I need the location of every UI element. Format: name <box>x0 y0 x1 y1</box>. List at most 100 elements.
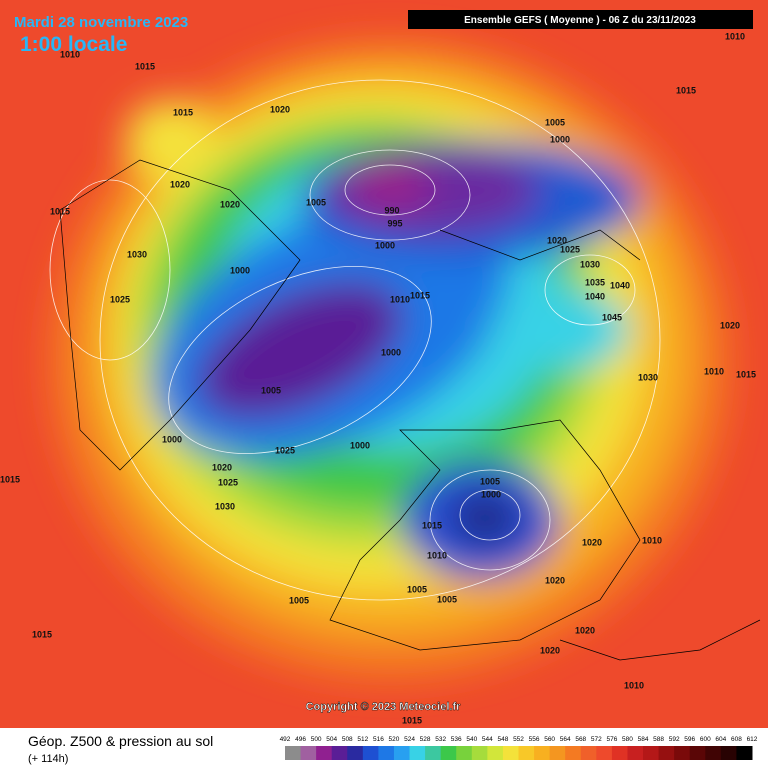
lead-time: (+ 114h) <box>28 753 68 765</box>
isobar-label: 1005 <box>306 197 326 207</box>
isobar-label: 1020 <box>547 235 567 245</box>
colorbar: 492 496 500 504 508 512 516 520 524 528 532 536 540 5… <box>280 736 758 760</box>
scale-swatch <box>705 746 722 760</box>
isobar-label: 1025 <box>275 445 295 455</box>
scale-label: 600 <box>700 736 711 743</box>
scale-swatch <box>393 746 411 760</box>
isobar-label: 1005 <box>545 117 565 127</box>
isobar-label: 1010 <box>60 49 80 59</box>
isobar-label: 1005 <box>407 584 427 594</box>
scale-label: 604 <box>715 736 726 743</box>
scale-swatch <box>736 746 753 760</box>
scale-label: 560 <box>544 736 555 743</box>
isobar-label: 1000 <box>381 347 401 357</box>
scale-label: 584 <box>638 736 649 743</box>
scale-label: 504 <box>326 736 337 743</box>
scale-label: 492 <box>280 736 291 743</box>
scale-swatch <box>378 746 395 760</box>
isobar-label: 1000 <box>230 265 250 275</box>
isobar-label: 1015 <box>0 474 20 484</box>
isobar-label: 1025 <box>560 244 580 254</box>
scale-label: 524 <box>404 736 415 743</box>
geopotential-field <box>50 40 730 680</box>
scale-swatch <box>316 746 333 760</box>
scale-label: 596 <box>684 736 695 743</box>
isobar-label: 1020 <box>220 199 240 209</box>
scale-swatch <box>549 746 566 760</box>
isobar-label: 1015 <box>32 629 52 639</box>
isobar-label: 1010 <box>704 366 724 376</box>
isobar-label: 1020 <box>575 625 595 635</box>
scale-label: 540 <box>466 736 477 743</box>
field-name: Géop. Z500 & pression au sol <box>28 733 213 749</box>
scale-label: 516 <box>373 736 384 743</box>
isobar-label: 1000 <box>162 434 182 444</box>
isobar-label: 1015 <box>402 715 422 725</box>
scale-swatch <box>456 746 473 760</box>
isobar-label: 1020 <box>720 320 740 330</box>
isobar-label: 1015 <box>410 290 430 300</box>
scale-label: 536 <box>451 736 462 743</box>
isobar-label: 1020 <box>545 575 565 585</box>
scale-swatch <box>627 746 644 760</box>
scale-label: 580 <box>622 736 633 743</box>
isobar-label: 1020 <box>540 645 560 655</box>
scale-swatch <box>643 746 660 760</box>
scale-label: 548 <box>498 736 509 743</box>
scale-label: 568 <box>575 736 586 743</box>
scale-swatch <box>689 746 706 760</box>
date: Mardi 28 novembre 2023 <box>14 14 188 31</box>
scale-label: 496 <box>295 736 306 743</box>
scale-label: 556 <box>529 736 540 743</box>
isobar-label: 1030 <box>580 259 600 269</box>
scale-swatch <box>440 746 457 760</box>
scale-label: 612 <box>747 736 758 743</box>
isobar-label: 1005 <box>437 594 457 604</box>
scale-label: 528 <box>420 736 431 743</box>
isobar-label: 1030 <box>127 249 147 259</box>
isobars <box>49 79 661 601</box>
isobar-label: 1020 <box>212 462 232 472</box>
scale-swatch <box>362 746 379 760</box>
isobar-label: 1045 <box>602 312 622 322</box>
scale-swatch <box>487 746 504 760</box>
isobar-label: 1010 <box>642 535 662 545</box>
scale-swatch <box>331 746 348 760</box>
scale-label: 588 <box>653 736 664 743</box>
isobar-label: 1000 <box>375 240 395 250</box>
isobar-label: 1020 <box>270 104 290 114</box>
run-box <box>408 10 753 29</box>
scale-swatch <box>285 746 302 760</box>
isobar-label: 1010 <box>624 680 644 690</box>
isobar-label: 1035 <box>585 277 605 287</box>
scale-label: 508 <box>342 736 353 743</box>
isobar-label: 1020 <box>582 537 602 547</box>
scale-swatch <box>471 746 488 760</box>
scale-label: 608 <box>731 736 742 743</box>
scale-swatch <box>658 746 675 760</box>
isobar-label: 1000 <box>550 134 570 144</box>
scale-label: 564 <box>560 736 571 743</box>
isobar-label: 1005 <box>261 385 281 395</box>
isobar-label: 1010 <box>725 31 745 41</box>
isobar-label: 1025 <box>110 294 130 304</box>
scale-label: 592 <box>669 736 680 743</box>
scale-swatch <box>502 746 519 760</box>
local-time: 1:00 locale <box>20 33 127 56</box>
isobar-label: 1025 <box>218 477 238 487</box>
scale-label: 552 <box>513 736 524 743</box>
coastlines <box>59 159 761 661</box>
scale-swatch <box>534 746 551 760</box>
isobar-label: 1030 <box>638 372 658 382</box>
copyright: Copyright © 2023 Meteociel.fr <box>306 701 462 713</box>
scale-label: 572 <box>591 736 602 743</box>
isobar-label: 1005 <box>480 476 500 486</box>
scale-swatch <box>596 746 613 760</box>
scale-swatch <box>347 746 364 760</box>
scale-swatch <box>565 746 582 760</box>
isobar-label: 1000 <box>481 489 501 499</box>
scale-swatch <box>425 746 442 760</box>
scale-swatch <box>674 746 691 760</box>
isobar-label: 1015 <box>676 85 696 95</box>
